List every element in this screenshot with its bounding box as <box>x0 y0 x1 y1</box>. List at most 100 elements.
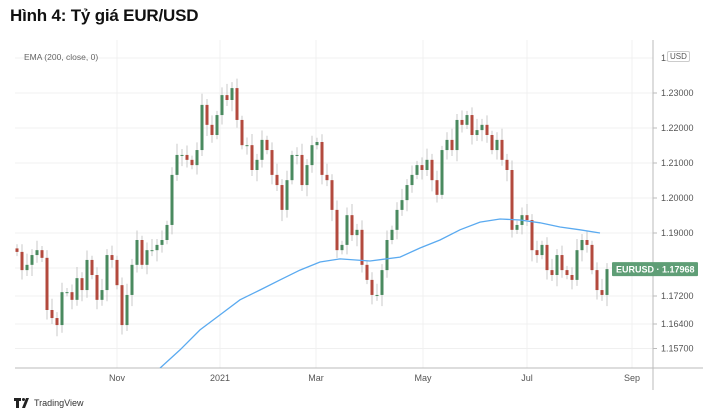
y-tick-label: 1.23000 <box>661 88 694 98</box>
candle-down <box>20 251 24 271</box>
candle-up <box>175 154 179 175</box>
candle-down <box>460 119 464 125</box>
candle-down <box>280 185 284 210</box>
candle-up <box>295 154 299 156</box>
tradingview-icon <box>14 398 29 408</box>
candle-up <box>355 229 359 236</box>
candle-down <box>570 275 574 280</box>
candle-down <box>120 285 124 326</box>
last-price-tag <box>612 262 698 277</box>
y-tick-label: 1.16400 <box>661 319 694 329</box>
candle-down <box>545 244 549 271</box>
candle-down <box>270 150 274 175</box>
candle-down <box>435 180 439 195</box>
candle-down <box>50 310 54 319</box>
candle-up <box>410 174 414 186</box>
candle-up <box>145 250 149 265</box>
candle-up <box>150 250 154 252</box>
ema-indicator-label[interactable]: EMA (200, close, 0) <box>24 52 99 62</box>
candle-down <box>95 275 99 300</box>
candle-up <box>605 269 609 295</box>
candle-down <box>560 255 564 271</box>
candle-down <box>55 318 59 326</box>
candle-down <box>420 165 424 170</box>
candle-up <box>395 209 399 230</box>
candle-up <box>415 165 419 175</box>
candle-up <box>195 150 199 166</box>
currency-label[interactable]: USD <box>667 51 690 62</box>
x-tick-label: 2021 <box>210 373 230 383</box>
candle-up <box>345 215 349 245</box>
candle-up <box>475 130 479 135</box>
candle-up <box>580 240 584 251</box>
y-tick-label-partial: 1. <box>661 53 669 63</box>
candle-up <box>380 270 384 295</box>
candle-up <box>160 240 164 245</box>
candle-down <box>265 139 269 151</box>
candle-up <box>465 115 469 125</box>
candle-down <box>205 104 209 125</box>
candle-up <box>390 229 394 240</box>
candle-down <box>335 209 339 251</box>
y-tick-label: 1.22000 <box>661 123 694 133</box>
candle-down <box>320 142 324 175</box>
candle-down <box>590 244 594 271</box>
candle-down <box>600 290 604 295</box>
candle-up <box>445 139 449 151</box>
candle-down <box>470 115 474 135</box>
candle-down <box>360 229 364 265</box>
candle-down <box>510 170 514 230</box>
candle-up <box>425 159 429 170</box>
candle-down <box>90 259 94 275</box>
candle-down <box>330 180 334 210</box>
candle-up <box>65 292 69 294</box>
candle-up <box>305 165 309 186</box>
figure-title: Hình 4: Tỷ giá EUR/USD <box>10 6 199 25</box>
x-tick-label: Mar <box>308 373 324 383</box>
candle-down <box>585 240 589 245</box>
candle-down <box>450 139 454 151</box>
candle-up <box>245 145 249 147</box>
candle-down <box>300 154 304 186</box>
tradingview-logo[interactable]: TradingView <box>14 398 84 408</box>
candle-up <box>155 244 159 251</box>
candle-up <box>130 264 134 295</box>
ema-line <box>159 218 601 368</box>
candle-up <box>310 145 314 166</box>
candle-down <box>115 259 119 286</box>
candle-up <box>165 224 169 240</box>
candle-up <box>220 95 224 116</box>
candle-down <box>240 119 244 146</box>
candle-down <box>535 250 539 256</box>
y-tick-label: 1.15700 <box>661 344 694 354</box>
candle-down <box>40 250 44 258</box>
candle-down <box>45 257 49 310</box>
candle-up <box>290 154 294 181</box>
candle-down <box>210 124 214 135</box>
candle-down <box>505 159 509 170</box>
candle-up <box>260 139 264 160</box>
candle-down <box>325 174 329 181</box>
candle-up <box>135 240 139 265</box>
candle-up <box>35 250 39 256</box>
candle-down <box>485 124 489 135</box>
candle-up <box>480 124 484 131</box>
candle-up <box>285 180 289 210</box>
candle-down <box>80 278 84 291</box>
candle-down <box>70 292 74 300</box>
candle-up <box>540 244 544 256</box>
candle-down <box>350 215 354 236</box>
candle-up <box>105 255 109 291</box>
candle-down <box>110 255 114 260</box>
candle-up <box>230 88 234 100</box>
candle-down <box>275 174 279 186</box>
x-tick-label: Jul <box>521 373 533 383</box>
candle-up <box>555 255 559 275</box>
candle-down <box>550 270 554 275</box>
candle-down <box>530 220 534 251</box>
candles <box>15 78 609 337</box>
candle-up <box>180 154 184 156</box>
candle-up <box>25 264 29 271</box>
candle-up <box>405 185 409 201</box>
